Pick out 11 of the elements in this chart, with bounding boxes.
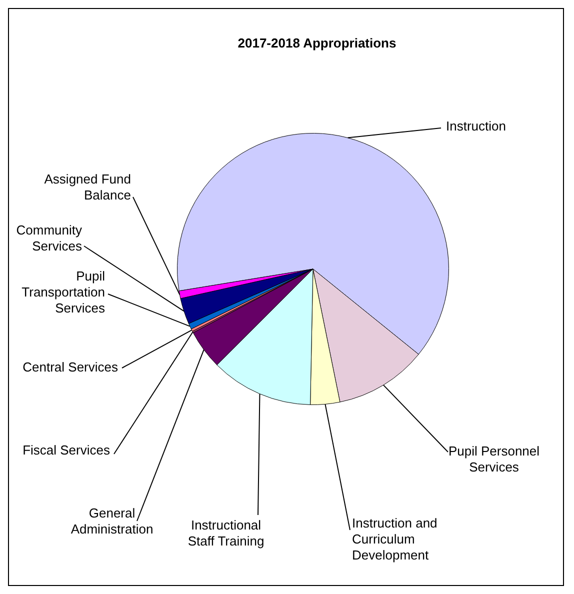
slice-label: Pupil Transportation Services [22,268,106,316]
slice-label: Central Services [22,360,118,375]
slice-label: Instructional Staff Training [188,518,264,549]
slice-label: Fiscal Services [22,442,110,458]
slice-label: Assigned Fund Balance [44,172,131,203]
slice-label: Instruction and Curriculum Development [352,516,438,563]
chart-title: 2017-2018 Appropriations [238,36,396,51]
slice-label: General Administration [70,506,154,537]
slice-label: Instruction [446,118,506,134]
slice-label: Pupil Personnel Services [448,444,540,475]
slice-label: Community Services [16,222,82,254]
